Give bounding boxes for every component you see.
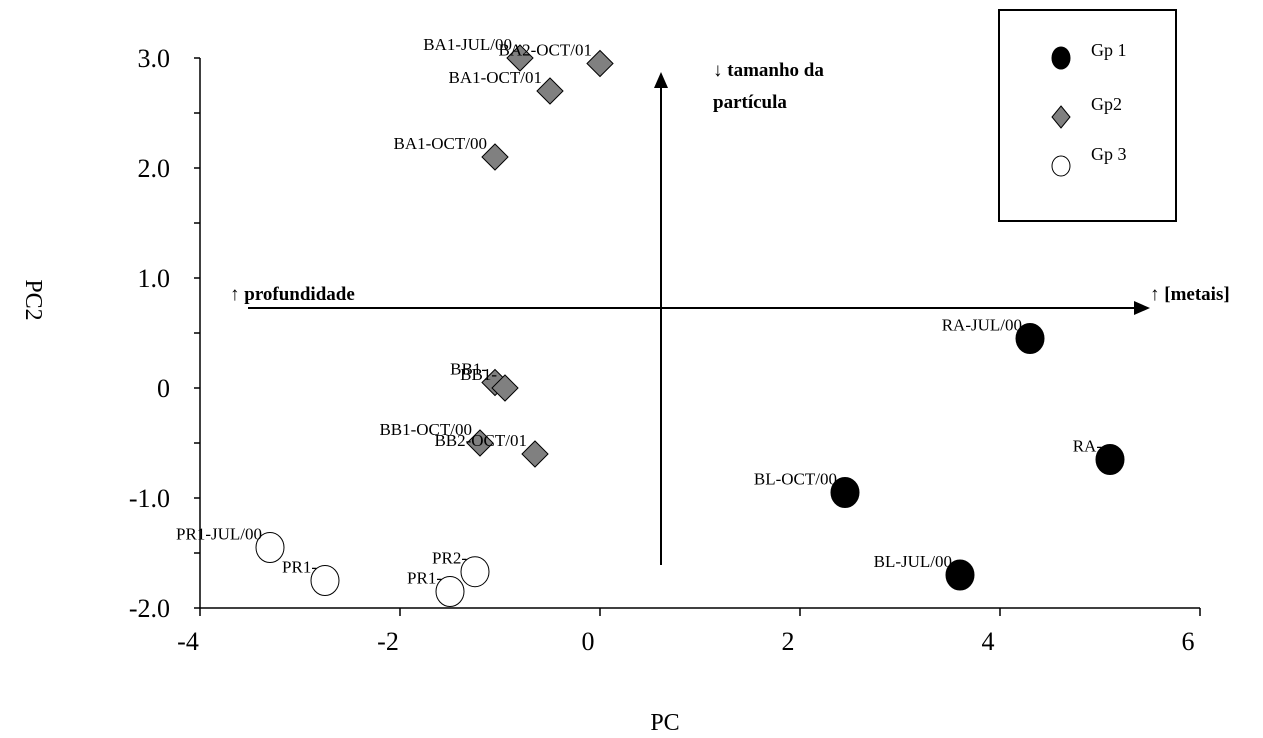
point-marker-diamond	[466, 429, 494, 457]
point-marker-filled-circle	[830, 477, 860, 508]
particle-size-label-line2: partícula	[713, 92, 787, 113]
legend-marker-gp3	[1051, 155, 1071, 177]
legend-box	[998, 9, 1177, 222]
point-label: BB1-	[460, 365, 497, 384]
y-tick-label: 1.0	[138, 264, 171, 293]
point-label: BA1-OCT/00	[394, 134, 488, 153]
depth-label: ↑ profundidade	[230, 284, 355, 305]
horizontal-arrow-head	[1134, 301, 1150, 315]
point-marker-diamond	[491, 374, 519, 402]
x-tick-label: 6	[1182, 627, 1195, 656]
point-marker-diamond	[586, 49, 614, 78]
point-label: PR1-	[407, 569, 442, 588]
point-label: BA2-OCT/01	[499, 41, 593, 60]
point-marker-filled-circle	[1015, 323, 1045, 354]
point-marker-filled-circle	[1095, 444, 1125, 475]
point-marker-diamond	[536, 77, 564, 105]
x-tick-label: 0	[582, 627, 595, 656]
point-marker-open-circle	[435, 576, 465, 607]
vertical-arrow-head	[654, 72, 668, 88]
point-label: BA1-OCT/01	[449, 68, 543, 87]
point-label: PR1-JUL/00	[176, 525, 262, 544]
metals-label: ↑ [metais]	[1150, 284, 1230, 305]
y-tick-label: -1.0	[129, 484, 170, 513]
point-label: BA1-JUL/00	[423, 35, 512, 54]
point-marker-diamond	[521, 440, 549, 468]
x-axis-title: PC	[650, 710, 679, 736]
point-marker-filled-circle	[945, 559, 975, 591]
legend-marker-gp2	[1051, 105, 1071, 129]
point-label: PR2-	[432, 549, 467, 568]
legend-label-gp2: Gp2	[1091, 94, 1122, 114]
point-label: BB1-OCT/00	[379, 420, 472, 439]
x-tick-label: 4	[982, 627, 995, 656]
point-label: PR1-	[282, 558, 317, 577]
point-label: BL-JUL/00	[874, 552, 952, 571]
y-tick-label: -2.0	[129, 594, 170, 623]
legend-label-gp1: Gp 1	[1091, 40, 1127, 60]
legend-label-gp3: Gp 3	[1091, 144, 1127, 164]
point-marker-open-circle	[310, 565, 340, 596]
point-label: RA-JUL/00	[942, 316, 1022, 335]
y-tick-label: 0	[157, 374, 170, 403]
point-label: RA-	[1073, 437, 1103, 456]
y-axis-title: PC2	[20, 279, 46, 320]
point-label: BB1-	[450, 360, 487, 379]
point-marker-diamond	[506, 44, 534, 72]
particle-size-label-line1: ↓ tamanho da	[713, 60, 824, 81]
point-marker-open-circle	[460, 556, 490, 588]
point-marker-open-circle	[255, 532, 285, 563]
x-tick-label: -2	[377, 627, 399, 656]
x-tick-label: 2	[782, 627, 795, 656]
legend: Gp 1 Gp2 Gp 3	[998, 9, 1177, 222]
annotations: ↓ tamanho da partícula ↑ profundidade ↑ …	[230, 60, 1230, 565]
y-tick-label: 3.0	[138, 44, 171, 73]
legend-marker-gp1	[1051, 46, 1071, 70]
point-label: BL-OCT/00	[754, 470, 837, 489]
x-tick-label: -4	[177, 627, 199, 656]
data-points: RA-JUL/00 RA- BL-OCT/00 BL-JUL/00 BA1-JUL/00…	[176, 35, 1125, 607]
tick-labels: -4 -2 0 2 4 6 -2.0 -1.0 0 1.0 2.0 3.0	[129, 44, 1201, 656]
point-label: BB2-OCT/01	[434, 431, 527, 450]
y-tick-label: 2.0	[138, 154, 171, 183]
point-marker-diamond	[481, 143, 509, 171]
